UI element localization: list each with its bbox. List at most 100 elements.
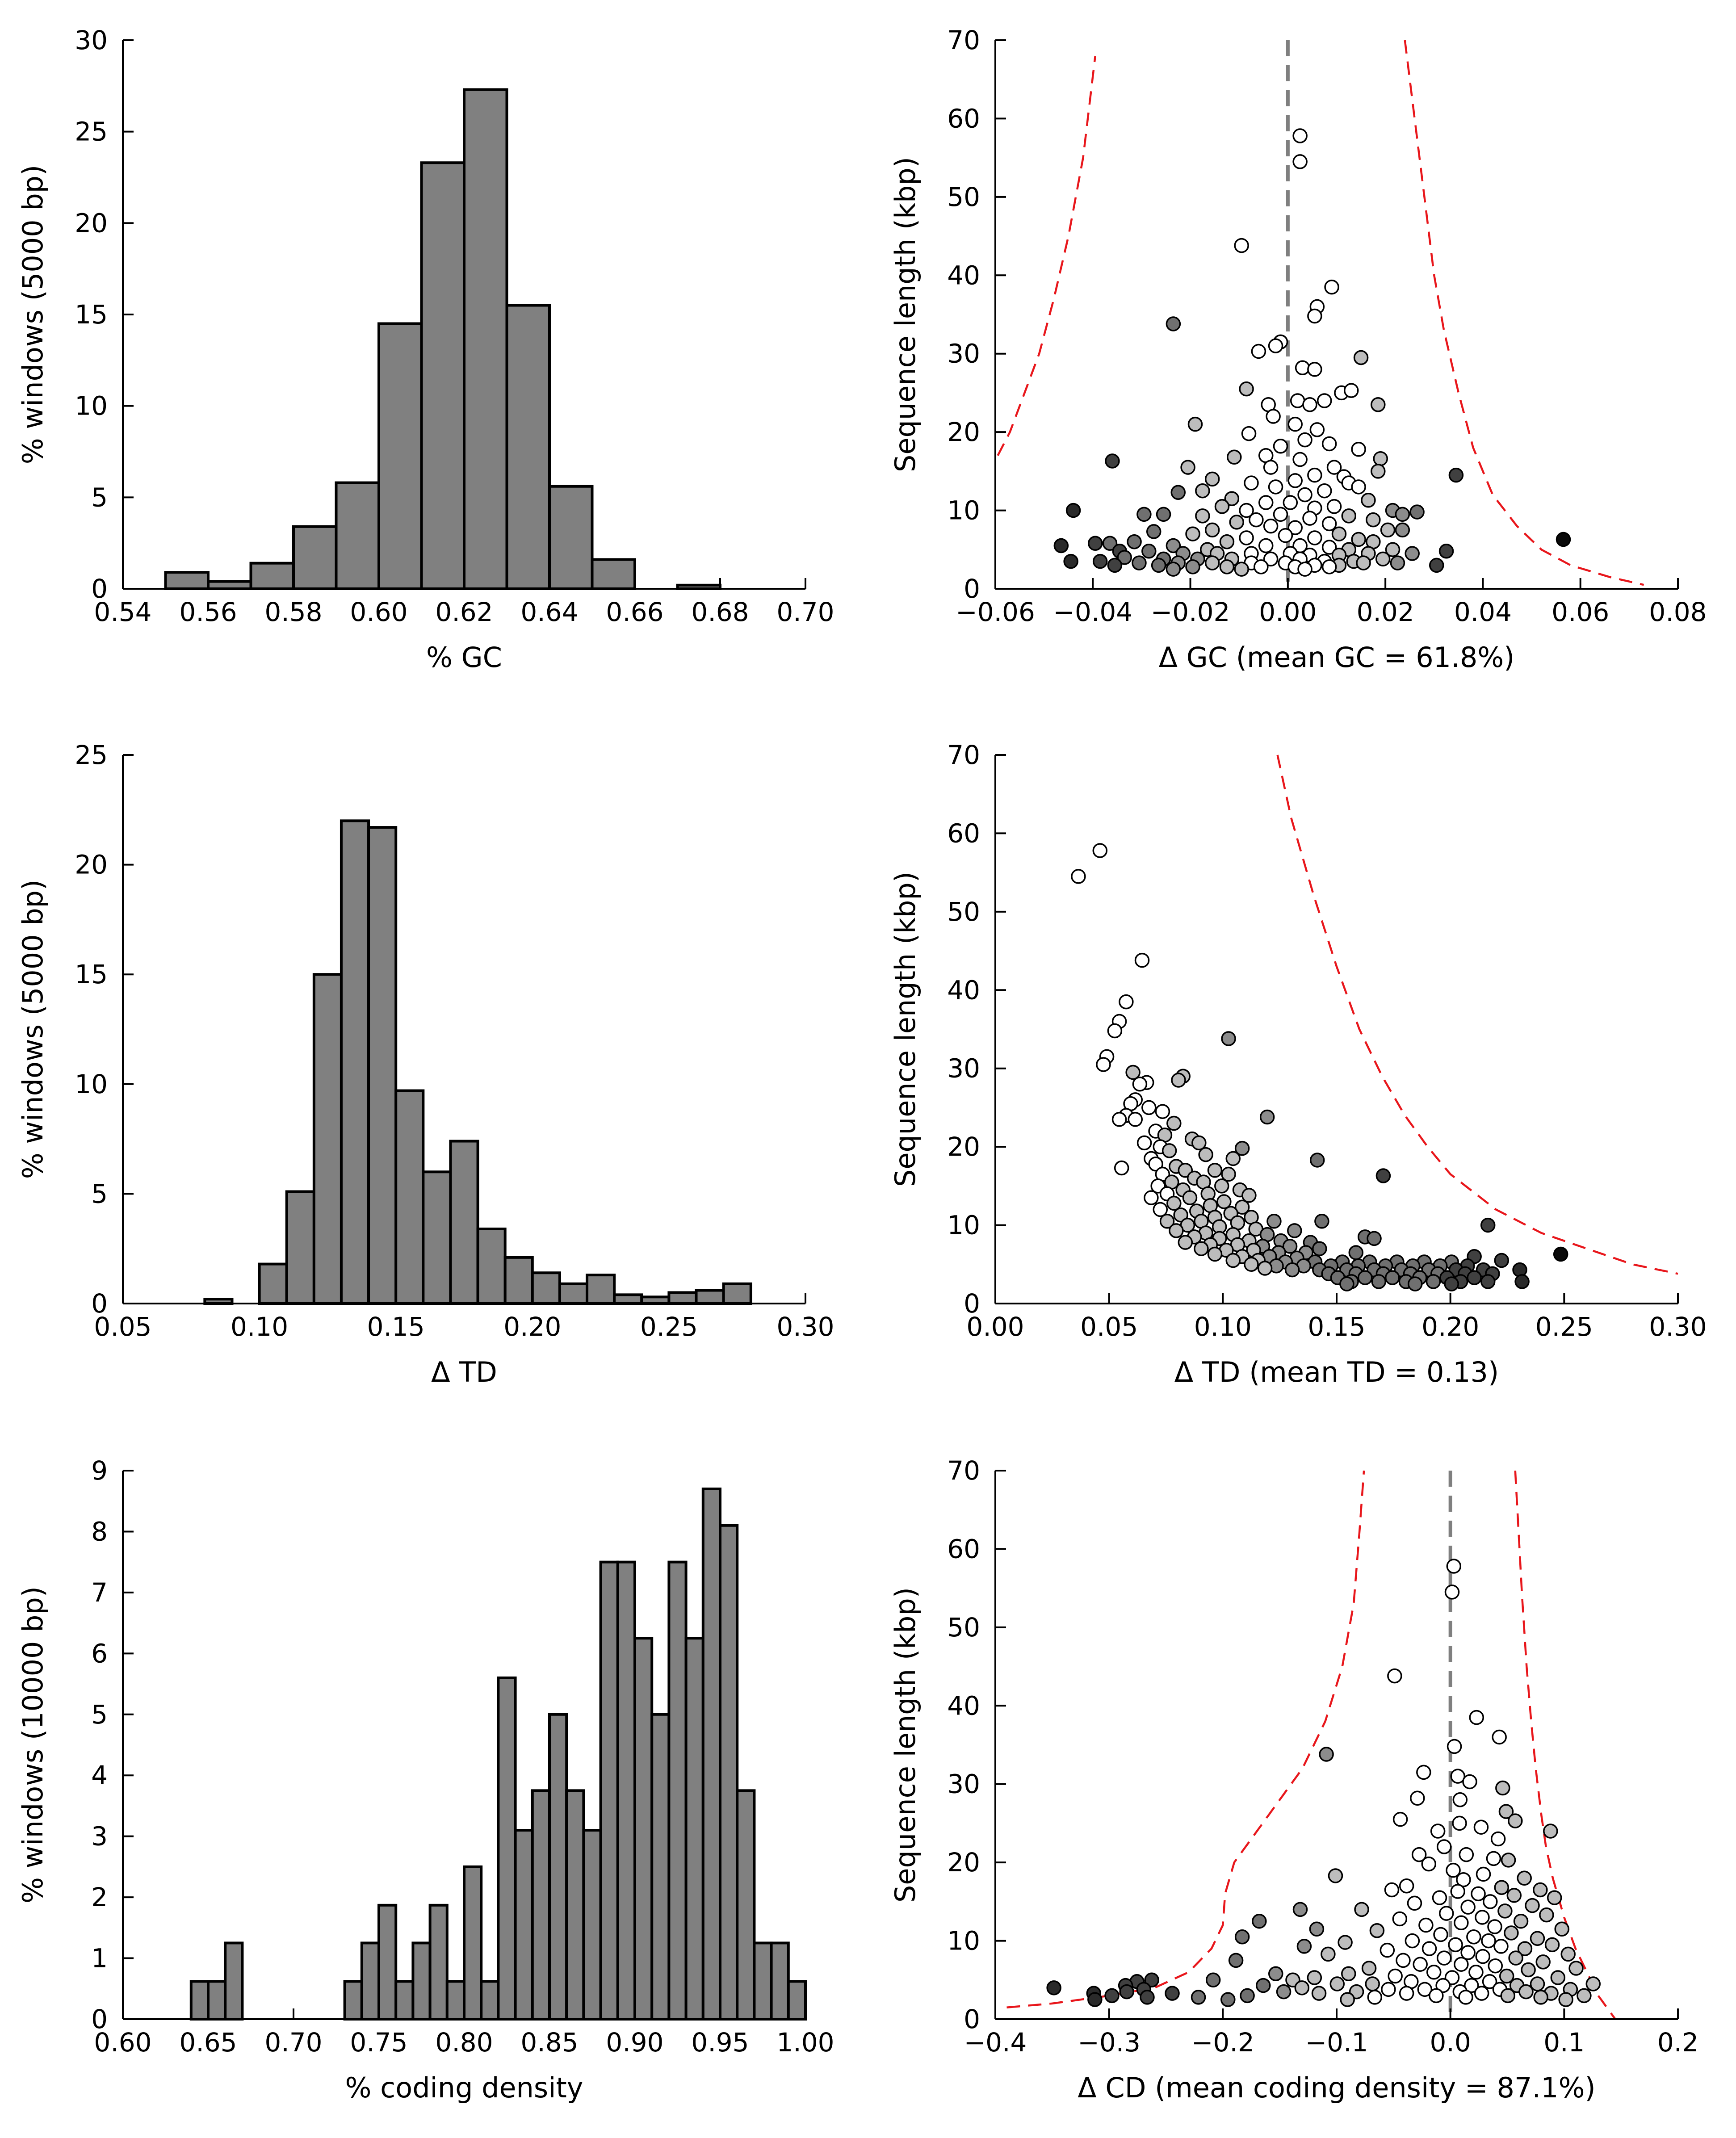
scatter-td-point [1241,1188,1257,1203]
scatter-gc-point [1141,544,1157,559]
hist-td-y-tick-label: 25 [75,740,108,770]
scatter-gc-point [1170,485,1186,500]
scatter-cd-point [1387,1668,1402,1684]
scatter-td-point [1159,1214,1175,1229]
scatter-td-point [1194,1241,1209,1256]
scatter-gc-x-tick-label: 0.06 [1551,597,1609,627]
scatter-cd-point [1476,1866,1491,1882]
scatter-cd-point [1495,1780,1510,1796]
scatter-cd-point [1471,1886,1486,1902]
scatter-cd-point [1560,1946,1576,1962]
scatter-gc-point [1229,515,1245,530]
scatter-gc-point [1390,555,1405,570]
scatter-td-point [1214,1178,1229,1194]
scatter-cd-point [1452,1792,1468,1807]
scatter-cd-point [1543,1824,1558,1839]
hist-gc-panel: 0.54 0.56 0.58 0.60 0.62 0.64 0.66 0.68 0.70 0 5 10… [17,25,834,674]
scatter-cd-point [1513,1913,1529,1929]
hist-cd-bar [753,1941,773,2021]
hist-cd-bar [667,1560,688,2021]
scatter-td-point [1134,952,1150,968]
scatter-gc-point [1239,503,1254,518]
scatter-gc-point [1244,475,1259,490]
scatter-cd-point [1421,1856,1437,1872]
scatter-cd-point [1340,1992,1355,2007]
scatter-cd-point [1165,1986,1180,2001]
hist-cd-y-tick-label: 8 [91,1516,108,1547]
scatter-gc-point [1187,416,1203,432]
scatter-td-point [1155,1104,1170,1119]
scatter-gc-panel: −0.06 −0.04 −0.02 0.00 0.02 0.04 0.06 0.08 0 10 20… [889,25,1707,674]
scatter-cd-x-tick-label: −0.3 [1078,2027,1141,2058]
scatter-td-point [1257,1261,1273,1276]
hist-td-y-tick-label: 20 [75,850,108,880]
hist-gc-bar [249,562,295,591]
hist-cd-bar [207,1980,227,2021]
hist-cd-bar [565,1789,585,2021]
scatter-gc-point [1361,493,1376,508]
scatter-gc-point [1063,553,1078,569]
scatter-cd-point [1268,1966,1283,1982]
hist-gc-x-tick-label: 0.70 [776,597,834,627]
scatter-cd-point [1435,1978,1451,1993]
scatter-cd-point [1319,1747,1334,1762]
hist-cd-bar [343,1980,363,2021]
scatter-td-x-tick-label: 0.20 [1422,1312,1479,1342]
scatter-cd-x-label: Δ CD (mean coding density = 87.1%) [1078,2071,1595,2104]
scatter-cd-point [1517,1870,1532,1886]
scatter-gc-point [1321,436,1337,452]
scatter-cd-point [1452,1815,1467,1831]
scatter-gc-point [1321,559,1337,574]
scatter-cd-point [1530,1931,1545,1946]
scatter-td-point [1480,1217,1496,1233]
hist-gc-y-tick-label: 15 [75,299,108,330]
hist-td-bar [340,819,370,1305]
scatter-td-threshold-curve [1276,755,1678,1275]
scatter-gc-point [1185,559,1200,574]
scatter-td-point [1287,1223,1302,1238]
hist-gc-bar [420,161,465,590]
scatter-cd-point [1533,1990,1548,2005]
hist-gc-x-tick-label: 0.64 [520,597,578,627]
scatter-cd-point [1446,1862,1461,1878]
hist-td-bar [667,1291,698,1305]
hist-gc-x-tick-label: 0.66 [606,597,663,627]
scatter-gc-point [1239,381,1254,397]
scatter-gc-point [1185,526,1200,541]
hist-gc-bar [505,304,551,590]
scatter-cd-x-tick-label: 0.0 [1430,2027,1471,2058]
hist-td-bar [531,1271,561,1305]
scatter-gc-point [1307,308,1322,324]
scatter-td-point [1385,1270,1400,1285]
scatter-gc-point [1309,422,1325,437]
scatter-gc-x-label: Δ GC (mean GC = 61.8%) [1159,641,1515,674]
scatter-td-point [1266,1214,1282,1229]
scatter-gc-point [1166,538,1181,553]
scatter-cd-point [1255,1978,1271,1993]
hist-gc-bar [463,88,508,590]
hist-gc-x-label: % GC [426,641,502,674]
scatter-gc-point [1429,558,1444,573]
hist-cd-x-tick-label: 0.60 [94,2027,151,2058]
scatter-cd-point [1521,1962,1536,1978]
scatter-td-x-label: Δ TD (mean TD = 0.13) [1174,1356,1499,1388]
scatter-gc-x-tick-label: 0.04 [1454,597,1512,627]
scatter-cd-point [1497,1903,1513,1919]
scatter-cd-point [1381,1982,1396,1997]
scatter-td-point [1234,1140,1250,1156]
scatter-cd-point [1046,1980,1061,1995]
scatter-cd-point [1539,1907,1554,1923]
hist-cd-y-tick-label: 0 [91,2004,108,2034]
scatter-td-point [1221,1031,1236,1046]
scatter-td-point [1467,1270,1482,1285]
scatter-gc-point [1239,530,1254,545]
scatter-cd-point [1436,1950,1452,1966]
scatter-cd-point [1450,1884,1465,1899]
scatter-gc-point [1366,512,1381,528]
hist-td-y-tick-label: 10 [75,1069,108,1099]
scatter-cd-point [1321,1946,1336,1962]
scatter-td-point [1171,1073,1186,1088]
scatter-gc-y-tick-label: 30 [947,339,980,369]
scatter-gc-x-tick-label: −0.04 [1053,597,1132,627]
scatter-td-panel: 0.00 0.05 0.10 0.15 0.20 0.25 0.30 0 10 20 30 40 50 6… [889,740,1707,1388]
